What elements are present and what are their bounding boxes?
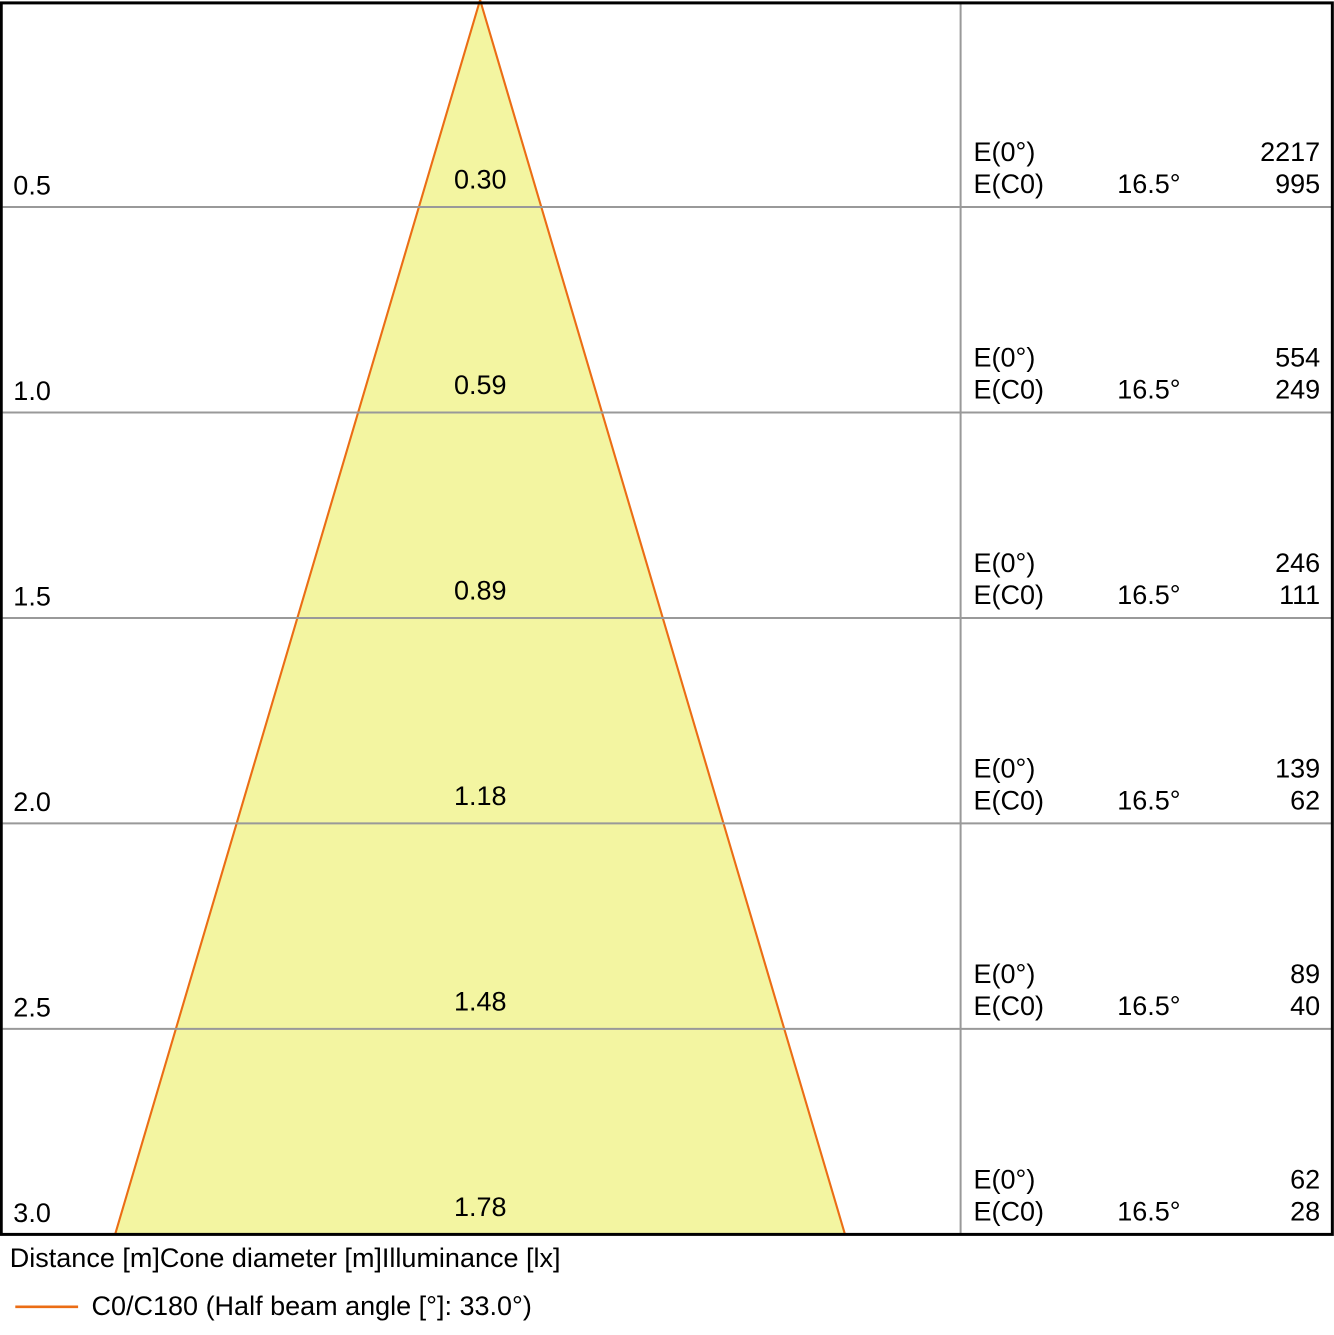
svg-text:2217: 2217 xyxy=(1260,137,1320,167)
svg-text:2.5: 2.5 xyxy=(13,993,51,1023)
svg-text:E(0°): E(0°) xyxy=(974,548,1036,578)
svg-text:1.5: 1.5 xyxy=(13,582,51,612)
svg-text:0.89: 0.89 xyxy=(454,576,507,606)
svg-text:2.0: 2.0 xyxy=(13,787,51,817)
svg-text:1.0: 1.0 xyxy=(13,376,51,406)
svg-text:E(0°): E(0°) xyxy=(974,754,1036,784)
svg-text:16.5°: 16.5° xyxy=(1117,786,1180,816)
svg-text:62: 62 xyxy=(1290,1165,1320,1195)
svg-text:62: 62 xyxy=(1290,786,1320,816)
svg-text:E(C0): E(C0) xyxy=(974,375,1045,405)
svg-text:16.5°: 16.5° xyxy=(1117,580,1180,610)
svg-text:1.48: 1.48 xyxy=(454,987,507,1017)
svg-text:3.0: 3.0 xyxy=(13,1198,51,1228)
svg-text:E(0°): E(0°) xyxy=(974,343,1036,373)
svg-text:249: 249 xyxy=(1275,375,1320,405)
svg-text:E(C0): E(C0) xyxy=(974,1197,1045,1227)
svg-text:995: 995 xyxy=(1275,169,1320,199)
svg-text:1.18: 1.18 xyxy=(454,781,507,811)
svg-text:0.30: 0.30 xyxy=(454,165,507,195)
svg-text:Distance [m]Cone diameter [m]I: Distance [m]Cone diameter [m]Illuminance… xyxy=(10,1243,561,1273)
svg-text:246: 246 xyxy=(1275,548,1320,578)
svg-text:16.5°: 16.5° xyxy=(1117,991,1180,1021)
svg-text:40: 40 xyxy=(1290,991,1320,1021)
svg-text:0.59: 0.59 xyxy=(454,370,507,400)
svg-text:28: 28 xyxy=(1290,1197,1320,1227)
svg-text:89: 89 xyxy=(1290,959,1320,989)
svg-text:139: 139 xyxy=(1275,754,1320,784)
svg-text:16.5°: 16.5° xyxy=(1117,1197,1180,1227)
svg-text:16.5°: 16.5° xyxy=(1117,375,1180,405)
svg-text:C0/C180 (Half beam angle [°]:: C0/C180 (Half beam angle [°]: 33.0°) xyxy=(92,1291,532,1321)
svg-text:1.78: 1.78 xyxy=(454,1192,507,1222)
svg-text:554: 554 xyxy=(1275,343,1320,373)
svg-text:E(0°): E(0°) xyxy=(974,959,1036,989)
svg-text:111: 111 xyxy=(1279,580,1320,610)
svg-text:E(0°): E(0°) xyxy=(974,137,1036,167)
svg-text:E(C0): E(C0) xyxy=(974,169,1045,199)
svg-text:E(C0): E(C0) xyxy=(974,786,1045,816)
svg-text:16.5°: 16.5° xyxy=(1117,169,1180,199)
svg-text:E(C0): E(C0) xyxy=(974,580,1045,610)
svg-text:0.5: 0.5 xyxy=(13,171,51,201)
svg-text:E(C0): E(C0) xyxy=(974,991,1045,1021)
svg-text:E(0°): E(0°) xyxy=(974,1165,1036,1195)
